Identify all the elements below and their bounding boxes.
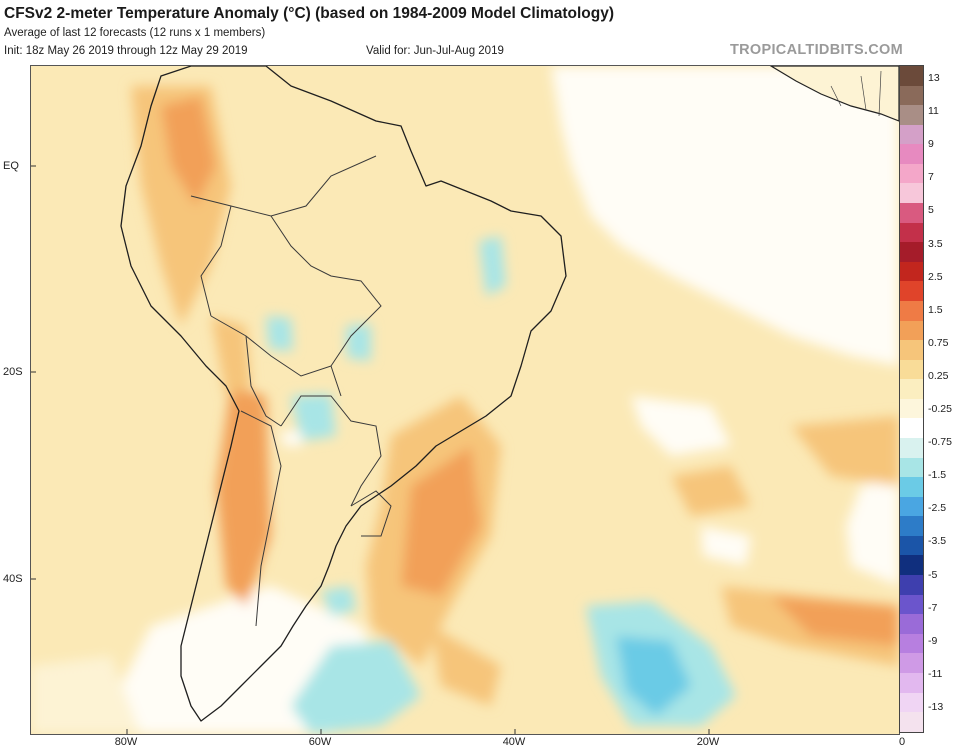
- init-time-note: Init: 18z May 26 2019 through 12z May 29…: [4, 45, 248, 57]
- colorbar-swatch: [900, 712, 923, 732]
- colorbar-swatch: [900, 85, 923, 106]
- colorbar-tick-label: 13: [928, 72, 940, 84]
- colorbar-tick-label: 0.75: [928, 336, 949, 349]
- colorbar-swatch: [900, 418, 923, 438]
- lon-label-0: 0: [898, 736, 906, 748]
- colorbar-swatch: [900, 124, 923, 145]
- colorbar-tick-label: -1.5: [928, 469, 947, 482]
- colorbar-swatch: [900, 144, 923, 164]
- colorbar-tick-label: 1.5: [928, 303, 943, 316]
- anomaly-map: [30, 65, 900, 735]
- colorbar-tick-label: 2.5: [928, 270, 943, 283]
- anomaly-map-canvas: [31, 66, 899, 734]
- colorbar-swatch: [900, 692, 923, 713]
- colorbar-swatch: [900, 379, 923, 399]
- colorbar-swatch: [900, 105, 923, 125]
- colorbar-swatch: [900, 320, 923, 341]
- colorbar-tick-label: 7: [928, 171, 934, 184]
- colorbar-swatch: [900, 496, 923, 517]
- colorbar-swatch: [900, 281, 923, 301]
- colorbar-tick-label: -0.75: [928, 436, 952, 449]
- lon-label-80w: 80W: [114, 736, 138, 748]
- colorbar-tick-label: -5: [928, 568, 938, 581]
- colorbar-tick-label: -7: [928, 601, 938, 614]
- lat-label-40s: 40S: [3, 573, 23, 585]
- colorbar-tick-label: 5: [928, 204, 934, 217]
- colorbar-swatch: [900, 594, 923, 615]
- graticule-ticks: [31, 165, 710, 734]
- colorbar-tick-label: 9: [928, 138, 934, 151]
- forecast-average-note: Average of last 12 forecasts (12 runs x …: [4, 27, 266, 39]
- colorbar-swatch: [900, 575, 923, 595]
- colorbar-swatch: [900, 457, 923, 478]
- colorbar-swatch: [900, 261, 923, 282]
- colorbar-tick-label: 11: [928, 105, 939, 118]
- lat-label-eq: EQ: [3, 160, 19, 172]
- colorbar-swatch: [900, 614, 923, 634]
- colorbar-swatch: [900, 398, 923, 419]
- colorbar-tick-label: -13: [928, 700, 944, 713]
- lat-label-20s: 20S: [3, 366, 23, 378]
- colorbar-swatch: [900, 516, 923, 536]
- colorbar-swatch: [900, 163, 923, 184]
- colorbar-swatch: [900, 477, 923, 497]
- colorbar-tick-label: -11: [928, 667, 943, 680]
- colorbar-swatch: [900, 437, 923, 458]
- colorbar-tick-label: -0.25: [928, 403, 952, 415]
- colorbar-swatch: [900, 672, 923, 693]
- site-credit: TROPICALTIDBITS.COM: [730, 42, 903, 58]
- lon-label-20w: 20W: [696, 736, 720, 748]
- colorbar-tick-label: 3.5: [928, 237, 943, 250]
- anomaly-shading: [31, 66, 899, 734]
- colorbar-swatch: [900, 300, 923, 321]
- lon-label-40w: 40W: [502, 736, 526, 748]
- colorbar-swatch: [900, 653, 923, 673]
- colorbar-tick-label: -3.5: [928, 535, 947, 548]
- africa-coastline: [769, 66, 899, 122]
- colorbar-tick-label: -9: [928, 634, 938, 647]
- colorbar-tick-label: 0.25: [928, 369, 949, 382]
- valid-period-note: Valid for: Jun-Jul-Aug 2019: [366, 45, 504, 57]
- map-title: CFSv2 2-meter Temperature Anomaly (°C) (…: [4, 5, 614, 22]
- colorbar-swatch: [900, 340, 923, 360]
- colorbar-swatch: [900, 359, 923, 380]
- colorbar-swatch: [900, 203, 923, 223]
- colorbar-swatch: [900, 633, 923, 654]
- south-america-coastline: [120, 66, 567, 722]
- colorbar-swatch: [900, 535, 923, 556]
- country-borders: [190, 155, 392, 627]
- colorbar-swatch: [900, 555, 923, 576]
- colorbar-swatch: [900, 242, 923, 262]
- colorbar-swatch: [900, 222, 923, 243]
- anomaly-colorbar: [899, 65, 924, 733]
- lon-label-60w: 60W: [308, 736, 332, 748]
- colorbar-swatch: [900, 66, 923, 86]
- colorbar-tick-label: -2.5: [928, 502, 947, 515]
- colorbar-swatch: [900, 183, 923, 204]
